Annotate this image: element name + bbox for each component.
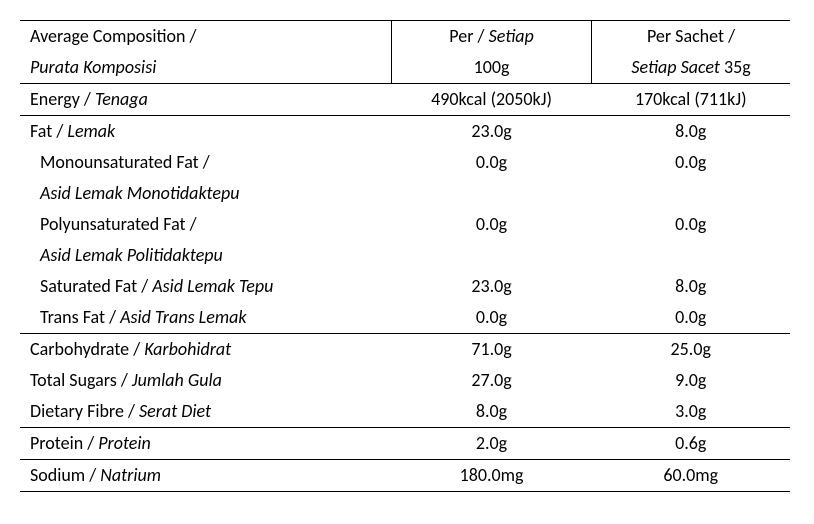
header-col1-line1a: Per / [449, 25, 488, 47]
row-label-en: Dietary Fibre [30, 400, 124, 422]
row-val-100g: 71.0g [392, 334, 592, 366]
row-label-ms: Tenaga [95, 88, 148, 110]
row-label-ms: Asid Trans Lemak [120, 306, 246, 328]
row-label-ms: Jumlah Gula [132, 369, 222, 391]
row-val-sachet: 170kcal (711kJ) [592, 84, 791, 116]
row-label-ms: Asid Lemak Politidaktepu [30, 242, 223, 269]
row-label-en: Saturated Fat [40, 275, 137, 297]
row-val-100g: 23.0g [392, 271, 592, 302]
row-label-en: Trans Fat [40, 306, 105, 328]
table-row: Sodium / Natrium180.0mg60.0mg [20, 460, 790, 492]
table-row: Fat / Lemak23.0g8.0g [20, 116, 790, 148]
row-val-sachet: 0.0g [592, 302, 791, 334]
row-val-empty [392, 240, 592, 271]
row-val-100g: 490kcal (2050kJ) [392, 84, 592, 116]
table-row: Monounsaturated Fat / 0.0g0.0g [20, 147, 790, 178]
row-label-ms: Protein [98, 432, 151, 454]
row-val-sachet: 0.6g [592, 428, 791, 460]
row-val-sachet: 9.0g [592, 365, 791, 396]
row-label-ms: Serat Diet [139, 400, 211, 422]
row-val-empty [592, 178, 791, 209]
table-header-row-1: Average Composition / Per / Setiap Per S… [20, 21, 790, 53]
table-row: Polyunsaturated Fat / 0.0g0.0g [20, 209, 790, 240]
header-col2-line2-suffix: 35g [720, 56, 751, 78]
row-label-en: Total Sugars [30, 369, 117, 391]
row-val-100g: 2.0g [392, 428, 592, 460]
row-label-ms: Natrium [100, 464, 161, 486]
table-row: Energy / Tenaga490kcal (2050kJ)170kcal (… [20, 84, 790, 116]
row-val-sachet: 3.0g [592, 396, 791, 428]
nutrition-table: Average Composition / Per / Setiap Per S… [20, 20, 790, 492]
row-val-sachet: 8.0g [592, 116, 791, 148]
row-val-100g: 8.0g [392, 396, 592, 428]
row-val-sachet: 25.0g [592, 334, 791, 366]
row-val-100g: 0.0g [392, 147, 592, 178]
row-label-ms: Asid Lemak Tepu [152, 275, 273, 297]
table-row: Total Sugars / Jumlah Gula27.0g9.0g [20, 365, 790, 396]
table-header-row-2: Purata Komposisi 100g Setiap Sacet 35g [20, 52, 790, 84]
row-label-en: Polyunsaturated Fat / [30, 211, 197, 238]
row-label-en: Monounsaturated Fat / [30, 149, 210, 176]
row-label-en: Protein [30, 432, 83, 454]
header-col2-line1: Per Sachet / [647, 25, 735, 47]
row-label: Trans Fat / Asid Trans Lemak [30, 304, 247, 331]
row-val-sachet: 0.0g [592, 147, 791, 178]
row-val-empty [592, 240, 791, 271]
row-val-100g: 27.0g [392, 365, 592, 396]
table-row: Asid Lemak Monotidaktepu [20, 178, 790, 209]
row-label-en: Energy [30, 88, 80, 110]
row-val-empty [392, 178, 592, 209]
row-label-en: Carbohydrate [30, 338, 129, 360]
row-label-en: Sodium [30, 464, 85, 486]
table-row: Dietary Fibre / Serat Diet8.0g3.0g [20, 396, 790, 428]
table-row: Carbohydrate / Karbohidrat71.0g25.0g [20, 334, 790, 366]
header-col0-line2: Purata Komposisi [30, 56, 156, 78]
header-col2-line2-it: Setiap Sacet [631, 56, 720, 78]
header-col0-line1: Average Composition / [30, 25, 196, 47]
row-val-sachet: 60.0mg [592, 460, 791, 492]
row-val-sachet: 8.0g [592, 271, 791, 302]
table-row: Saturated Fat / Asid Lemak Tepu 23.0g8.0g [20, 271, 790, 302]
row-label-en: Fat [30, 120, 52, 142]
row-label-ms: Karbohidrat [144, 338, 231, 360]
row-val-100g: 0.0g [392, 302, 592, 334]
header-col1-line2: 100g [474, 56, 510, 78]
header-col1-line1b: Setiap [489, 25, 534, 47]
row-val-sachet: 0.0g [592, 209, 791, 240]
table-row: Asid Lemak Politidaktepu [20, 240, 790, 271]
row-label-ms: Asid Lemak Monotidaktepu [30, 180, 239, 207]
row-val-100g: 180.0mg [392, 460, 592, 492]
table-row: Protein / Protein2.0g0.6g [20, 428, 790, 460]
row-label: Saturated Fat / Asid Lemak Tepu [30, 273, 273, 300]
row-val-100g: 0.0g [392, 209, 592, 240]
row-label-ms: Lemak [67, 120, 115, 142]
row-val-100g: 23.0g [392, 116, 592, 148]
table-row: Trans Fat / Asid Trans Lemak 0.0g0.0g [20, 302, 790, 334]
